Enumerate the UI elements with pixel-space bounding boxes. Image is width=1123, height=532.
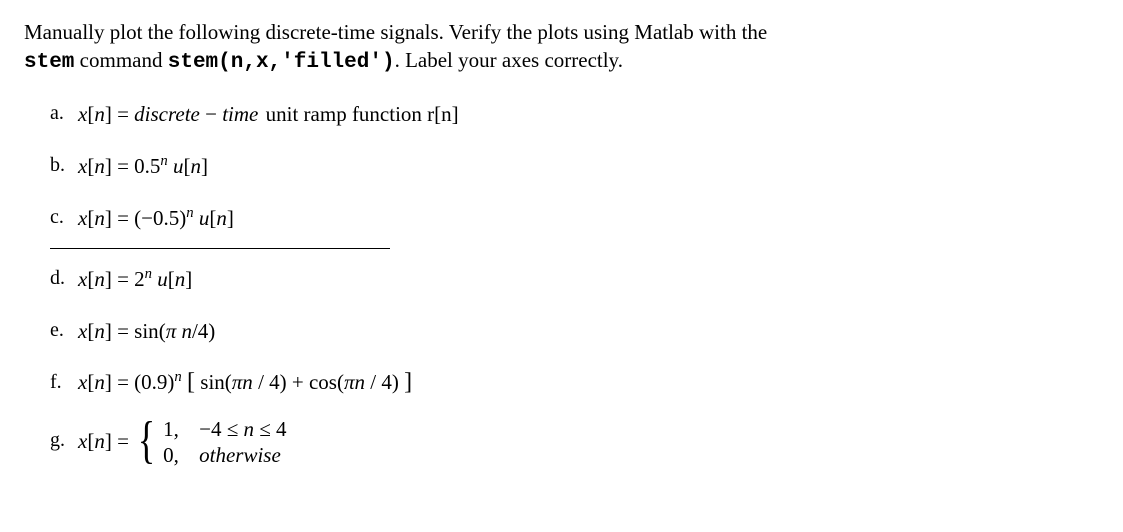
item-c: c. x[n] = (−0.5)n u[n] [50,192,1099,244]
expr-e: x[n] = sin(π n/4) [78,317,215,345]
marker-f: f. [50,369,78,396]
marker-b: b. [50,152,78,179]
expr-c: x[n] = (−0.5)n u[n] [78,204,234,232]
case1-cond: −4 ≤ n ≤ 4 [199,415,286,443]
expr-g-lhs: x[n] = [78,427,134,455]
item-e: e. x[n] = sin(π n/4) [50,305,1099,357]
piecewise: { 1, −4 ≤ n ≤ 4 0, otherwise [134,415,286,467]
case2-val: 0, [163,441,199,469]
case2-cond: otherwise [199,441,281,469]
item-d: d. x[n] = 2n u[n] [50,253,1099,305]
problem-list: a. x[n] = discrete − time unit ramp func… [50,88,1099,473]
intro-suffix: . Label your axes correctly. [395,48,623,72]
case1-val: 1, [163,415,199,443]
marker-e: e. [50,317,78,344]
left-brace-icon: { [138,415,155,467]
marker-d: d. [50,265,78,292]
divider-c-d [50,248,390,249]
item-b: b. x[n] = 0.5n u[n] [50,140,1099,192]
problem-intro: Manually plot the following discrete-tim… [24,18,1099,78]
expr-a-lhs: x[n] = discrete − time [78,100,258,128]
expr-d: x[n] = 2n u[n] [78,265,192,293]
stem-keyword: stem [24,51,74,74]
expr-f: x[n] = (0.9)n [ sin(πn / 4) + cos(πn / 4… [78,366,412,398]
item-a: a. x[n] = discrete − time unit ramp func… [50,88,1099,140]
marker-g: g. [50,427,78,454]
item-g: g. x[n] = { 1, −4 ≤ n ≤ 4 0, otherwise [50,409,1099,473]
stem-code: stem(n,x,'filled') [168,51,395,74]
marker-a: a. [50,100,78,127]
expr-b: x[n] = 0.5n u[n] [78,152,208,180]
item-f: f. x[n] = (0.9)n [ sin(πn / 4) + cos(πn … [50,357,1099,409]
expr-a-tail: unit ramp function r[n] [260,100,458,128]
intro-command-prefix: command [74,48,167,72]
marker-c: c. [50,204,78,231]
intro-line1: Manually plot the following discrete-tim… [24,20,767,44]
